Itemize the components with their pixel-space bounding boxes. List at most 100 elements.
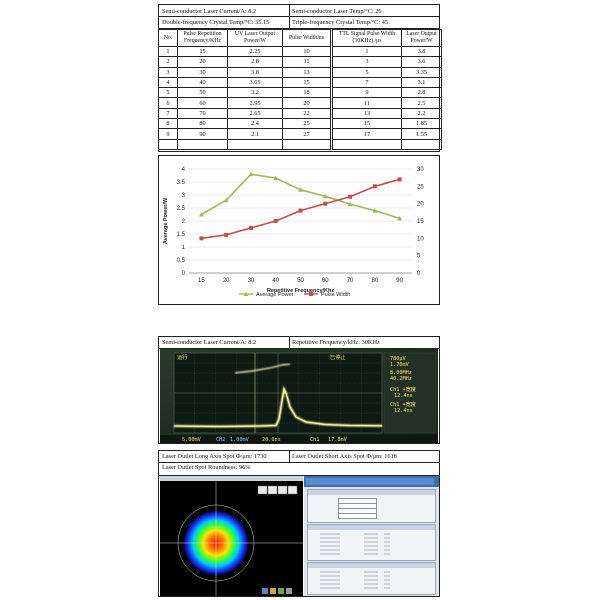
table-row: 3 30 3.8 13 [158,66,331,78]
power-point [372,208,378,213]
ribbon-tab-4[interactable] [350,478,368,485]
bottom-toolbar-icon-4[interactable] [286,588,292,594]
y-left-tick-label: 3 [182,193,186,199]
current-temp-row: Semi-conductor Laser Current/A: 8.2 Semi… [159,5,439,17]
settings-field-4[interactable] [338,513,377,519]
bottom-toolbar-icon-1[interactable] [262,588,268,594]
power-point [273,175,279,181]
table-row: 9 90 2.1 27 [158,128,331,140]
osc-bottom-ch2-scale: 1.00mV [230,437,249,443]
results-group-2 [307,562,436,595]
result-row [312,532,431,536]
table-cell: 9 [158,128,178,140]
osc-measure-2-value: 12.4ns [394,408,413,414]
table-cell: 4 [158,76,178,89]
view-tool-button-3[interactable] [277,485,288,495]
table-cell [401,138,442,150]
double-crystal-temp-text: Double-frequency Crystal Temp/°C: 35.15 [162,19,270,26]
table-cell: 40 [177,76,228,89]
col-header-ttl-width: TTL Signal Pulse Width (30KHz) /μs [332,29,402,47]
pulse-width-point [224,232,229,237]
results-group-2-title [308,563,435,568]
table-row: 2 20 2.8 11 [158,56,331,68]
table-cell: 2.8 [227,56,283,68]
table-cell: 60 [177,97,228,109]
view-tool-button-2[interactable] [267,485,278,495]
table-cell: 15 [177,45,228,58]
ribbon-tab-1[interactable] [306,478,318,485]
power-pulse-chart: 0 0.5 1 1.5 2 2.5 3 3.5 4 0 5 10 15 20 25 30 15 20 30 40 50 6… [158,155,440,305]
osc-readout-2: 1.70mV [390,362,409,368]
osc-bottom-trigger-level: 17.8mV [328,437,347,443]
beam-profile-view [160,476,303,596]
col-header-laser-power: Laser Output Power/W [401,29,442,47]
power-point [397,216,403,221]
x-tick-label: 40 [272,278,279,284]
x-tick-label: 50 [297,278,304,284]
settings-group-title [308,490,435,495]
table-row: 13 2.2 [332,107,442,120]
power-point [347,201,353,207]
result-row [312,586,431,590]
oscilloscope-header: Semi-conductor Laser Current/A: 8.2 Repe… [159,337,439,349]
table-row: 8 80 2.4 25 [158,118,331,130]
view-tool-button-1[interactable] [257,485,268,495]
table-cell: 18 [282,87,331,99]
ribbon-tab-5[interactable] [368,478,386,485]
result-row [312,552,431,556]
roundness-text: Laser Outlet Spot Roundness: 96% [162,464,251,471]
table-cell: 1.55 [401,128,442,140]
oscilloscope-panel: Semi-conductor Laser Current/A: 8.2 Repe… [158,336,440,444]
table-cell: 20 [282,97,331,109]
pulse-width-point [298,208,303,213]
ribbon-tab-3[interactable] [334,478,350,485]
col-header-uv-power: UV Laser Output Power/W [227,29,283,47]
results-group-1-title [308,525,435,530]
table-row: 4 40 3.65 15 [158,76,331,89]
table-cell: 2.25 [227,45,283,58]
table-cell: 2.65 [227,107,283,120]
osc-ghost-trace [234,363,291,374]
pulse-width-point [273,219,278,223]
table-cell: 3.6 [401,56,442,68]
table-cell: 3 [332,56,402,68]
ribbon-tab-7[interactable] [410,478,434,485]
view-tool-button-4[interactable] [287,485,298,495]
table-cell: 20 [177,56,228,68]
osc-measure-2-label: Ch1 +宽度 [390,400,416,408]
result-row [312,536,431,540]
bottom-toolbar-icon-2[interactable] [270,588,276,594]
ribbon-tab-6[interactable] [386,478,410,485]
table-cell [158,138,178,150]
col-header-pulse-width: Pulse Width/ns [282,29,331,47]
x-axis-label: Repetitive Frequency/Khz [267,288,334,294]
pulse-width-point [348,194,353,199]
table-cell: 3.35 [401,66,442,78]
pulse-width-point [199,236,204,241]
table-row: 5 50 3.2 18 [158,87,331,99]
y-right-tick-label: 10 [417,236,424,242]
table-cell: 70 [177,107,228,120]
table-row: 7 3.1 [332,76,442,89]
y-left-tick-label: 0 [182,271,186,277]
table-row: 11 2.5 [332,97,442,109]
bottom-toolbar-icon-3[interactable] [278,588,284,594]
table-cell: 2.5 [401,97,442,109]
table-row: 7 70 2.65 22 [158,107,331,120]
table-cell: 27 [282,128,331,140]
result-row [312,582,431,586]
table-row: 1 15 2.25 10 [158,45,331,58]
osc-current-text: Semi-conductor Laser Current/A: 8.2 [162,339,257,346]
y-left-tick-label: 2.5 [177,206,186,212]
col-header-frequency: Pulse Repetition Frequency/KHz [177,29,228,47]
result-row [312,570,431,574]
table-cell: 3.2 [227,87,283,99]
ribbon-tab-2[interactable] [318,478,334,485]
result-row [312,544,431,548]
col-header-no: No. [158,29,178,47]
table-cell: 7 [158,107,178,120]
settings-group [307,489,436,523]
table-cell: 3.8 [227,66,283,78]
table-cell: 9 [332,87,402,99]
